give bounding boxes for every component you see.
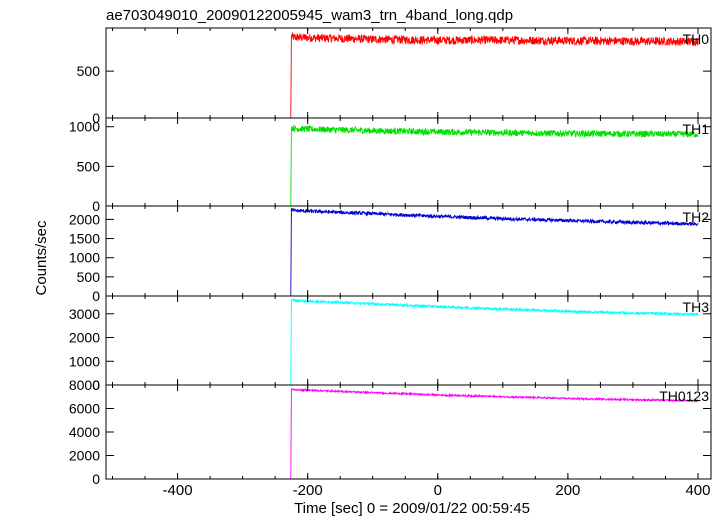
y-tick-label: 0	[92, 377, 100, 393]
series-line-th2	[112, 207, 699, 297]
series-line-th3	[112, 297, 699, 386]
series-line-th1	[112, 124, 699, 207]
x-tick-label: 200	[555, 482, 580, 499]
x-tick-label: 400	[685, 482, 710, 499]
y-tick-label: 6000	[69, 401, 100, 417]
panel-frame	[105, 205, 712, 297]
series-label-th0123: TH0123	[659, 388, 709, 404]
y-tick-label: 2000	[69, 448, 100, 464]
series-label-th2: TH2	[683, 209, 710, 225]
y-tick-label: 3000	[69, 306, 100, 322]
series-label-th3: TH3	[683, 299, 710, 315]
y-tick-label: 2000	[69, 330, 100, 346]
panel-th0123: 0 2000 4000 6000 8000 TH0123	[69, 377, 712, 487]
x-tick-label: -400	[163, 482, 193, 499]
y-tick-label: 1000	[69, 353, 100, 369]
y-tick-label: 1000	[69, 250, 100, 266]
series-line-th0123	[112, 387, 699, 480]
series-label-th1: TH1	[683, 121, 710, 137]
y-tick-label: 0	[92, 110, 100, 126]
y-axis-label: Counts/sec	[33, 220, 50, 296]
y-tick-label: 1000	[69, 119, 100, 135]
y-tick-label: 0	[92, 288, 100, 304]
panel-th2: 0 500 1000 1500 2000 TH2	[69, 205, 712, 304]
x-axis-label: Time [sec] 0 = 2009/01/22 00:59:45	[294, 500, 530, 516]
y-tick-label: 0	[92, 198, 100, 214]
panel-th0: 0 500 TH0	[77, 27, 712, 126]
x-tick-label: 0	[434, 482, 442, 499]
y-tick-label: 4000	[69, 424, 100, 440]
chart-title: ae703049010_20090122005945_wam3_trn_4ban…	[106, 7, 513, 24]
series-line-th0	[112, 32, 699, 119]
y-tick-label: 8000	[69, 377, 100, 393]
y-tick-label: 1500	[69, 231, 100, 247]
x-tick-label: -200	[293, 482, 323, 499]
panel-th3: 0 1000 2000 3000 TH3	[69, 295, 712, 393]
panel-th1: 0 500 1000 TH1	[69, 117, 712, 214]
y-tick-label: 2000	[69, 211, 100, 227]
y-tick-label: 0	[92, 471, 100, 487]
y-tick-label: 500	[77, 158, 101, 174]
panel-frame	[105, 295, 712, 386]
series-label-th0: TH0	[683, 31, 710, 47]
y-tick-label: 500	[77, 63, 101, 79]
y-tick-label: 500	[77, 269, 101, 285]
